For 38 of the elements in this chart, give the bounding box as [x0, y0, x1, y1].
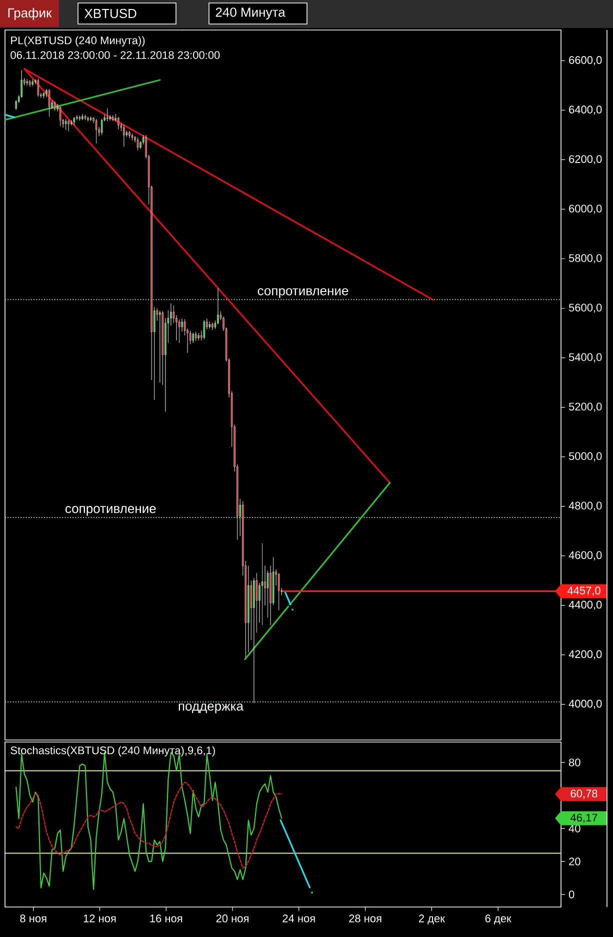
text: XBTUSD — [84, 8, 136, 18]
y-tick-label: 4400,0 — [568, 600, 602, 610]
ref-line-label: сопротивление — [65, 506, 156, 516]
text: 60,78 — [570, 790, 598, 799]
x-tick-label: 20 ноя — [216, 914, 248, 922]
y-tick-label: 4000,0 — [568, 700, 602, 709]
x-tick-label: 28 ноя — [349, 914, 382, 922]
text: 240 Минута — [216, 8, 286, 20]
y-tick-label: 6200,0 — [569, 155, 602, 164]
text: 4457,0 — [567, 586, 600, 596]
y-tick-label: 4600,0 — [568, 551, 602, 560]
x-tick-label: 12 ноя — [84, 914, 116, 922]
x-tick-label: 16 ноя — [150, 914, 182, 922]
y-tick-label: 4800,0 — [568, 502, 602, 511]
x-tick-label: 8 ноя — [20, 914, 46, 922]
text: 06.11.2018 23:00:00 - 22.11.2018 23:00:00 — [10, 51, 220, 59]
text: График — [8, 8, 52, 20]
y-tick-label: 5800,0 — [568, 254, 602, 264]
y-tick-label: 5000,0 — [568, 452, 602, 462]
text: 46,17 — [570, 814, 598, 823]
ref-line-label: поддержка — [178, 704, 244, 714]
y-tick-label: 5600,0 — [568, 304, 602, 313]
y-tick-label: 5200,0 — [568, 402, 602, 412]
y-tick-label: 20 — [569, 858, 580, 866]
y-tick-label: 5400,0 — [568, 353, 602, 362]
y-tick-label: 80 — [568, 758, 580, 766]
y-tick-label: 6600,0 — [569, 56, 602, 66]
x-tick-label: 24 ноя — [282, 914, 315, 922]
y-tick-label: 6000,0 — [569, 204, 602, 214]
y-tick-label: 6400,0 — [569, 106, 602, 115]
y-tick-label: 0 — [568, 890, 574, 898]
x-tick-label: 6 дек — [485, 914, 512, 924]
y-tick-label: 4200,0 — [568, 650, 602, 660]
y-tick-label: 40 — [568, 824, 580, 832]
x-tick-label: 2 дек — [418, 914, 445, 924]
chart-title: Stochastics(XBTUSD (240 Минута),9,6,1) — [10, 746, 215, 756]
ref-line-label: сопротивление — [258, 288, 348, 298]
text: PL(XBTUSD (240 Минута)) — [11, 36, 145, 46]
